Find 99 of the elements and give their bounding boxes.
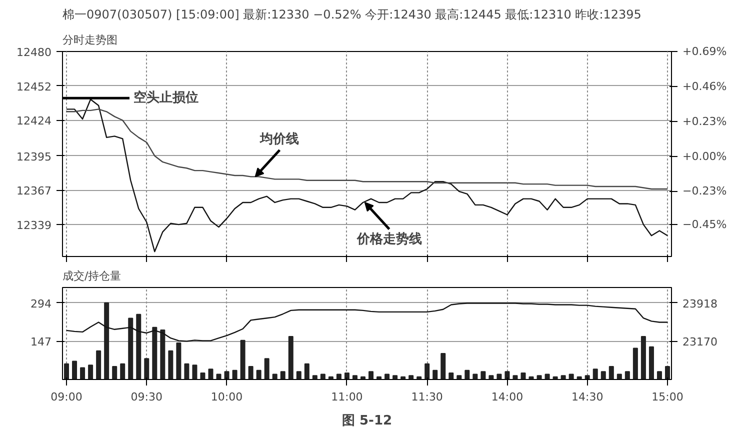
x-tick-label: 14:30 — [572, 390, 604, 404]
bar — [224, 371, 230, 380]
bar — [464, 370, 470, 380]
bar — [432, 370, 438, 380]
bar — [296, 371, 302, 380]
bar — [80, 367, 86, 380]
y2-tick-label: −0.45% — [682, 218, 727, 232]
line-series — [66, 302, 668, 342]
bar — [336, 374, 342, 380]
bar — [664, 366, 670, 380]
bar — [120, 363, 126, 380]
bar — [568, 374, 574, 380]
y2-tick-label: −0.23% — [682, 184, 727, 198]
bar — [192, 364, 198, 380]
chart-subtitle: 分时走势图 — [62, 34, 118, 46]
y2-tick-label: +0.00% — [682, 150, 727, 163]
bar — [472, 374, 478, 380]
bar — [448, 372, 454, 380]
bar — [592, 368, 598, 380]
y-tick-label: 12480 — [16, 46, 52, 59]
annotation: 价格走势线 — [356, 231, 422, 248]
x-tick-label: 14:00 — [491, 390, 524, 404]
bar — [176, 342, 182, 380]
x-tick-label: 15:00 — [652, 390, 684, 404]
y2-tick-label: +0.46% — [682, 80, 727, 93]
y-tick-label: 12452 — [16, 80, 52, 94]
bar — [104, 302, 110, 380]
bar — [248, 366, 254, 380]
bar — [608, 366, 614, 380]
bar — [560, 375, 566, 380]
y-tick-label: 147 — [30, 336, 52, 349]
bar — [280, 371, 286, 380]
bar — [504, 371, 510, 380]
x-tick-label: 09:30 — [130, 390, 162, 404]
y-tick-label: 12424 — [16, 114, 52, 128]
bar — [152, 326, 158, 380]
bar — [136, 314, 142, 380]
bar — [496, 374, 502, 380]
bar — [640, 336, 646, 380]
ref-line-label: 空头止损位 — [133, 90, 198, 106]
y-tick-label: 294 — [30, 297, 52, 310]
bar — [480, 371, 486, 380]
x-tick-label: 09:00 — [50, 390, 82, 404]
chart-title: 棉一0907(030507) [15:09:00] 最新:12330 −0.52% 今开:12430 最高:12445 最低:12310 昨收:12395 — [62, 8, 642, 22]
bar — [96, 350, 102, 380]
bar — [624, 371, 630, 380]
bar — [440, 352, 446, 380]
bar — [456, 375, 462, 380]
bar — [344, 372, 350, 380]
bar — [536, 375, 542, 380]
bar — [112, 366, 118, 380]
bar — [368, 371, 374, 380]
y2-tick-label: 23918 — [682, 297, 718, 310]
bar — [240, 340, 246, 380]
bar — [544, 374, 550, 380]
bar — [168, 350, 174, 380]
bar — [184, 363, 190, 380]
chart-subtitle: 成交/持仓量 — [62, 270, 122, 282]
bar — [648, 346, 654, 380]
bar — [272, 374, 278, 380]
bar — [320, 374, 326, 380]
bar — [88, 364, 94, 380]
x-tick-label: 11:30 — [411, 390, 443, 404]
bar — [72, 360, 78, 380]
bar — [632, 348, 638, 380]
x-tick-label: 10:00 — [210, 390, 243, 404]
bar — [352, 375, 358, 380]
bar — [64, 363, 70, 380]
line-series — [66, 108, 668, 190]
bar — [144, 358, 150, 380]
bar — [232, 370, 238, 380]
bar — [392, 375, 398, 380]
x-tick-label: 11:00 — [331, 390, 363, 404]
bar — [288, 336, 294, 380]
bar — [424, 363, 430, 380]
bar — [160, 329, 166, 380]
bar — [200, 372, 206, 380]
bar — [312, 375, 318, 380]
bar — [384, 374, 390, 380]
bar — [616, 374, 622, 380]
y-tick-label: 12339 — [16, 219, 52, 232]
y2-tick-label: +0.23% — [682, 114, 727, 128]
bar — [512, 375, 518, 380]
y-tick-label: 12367 — [16, 184, 52, 198]
y2-tick-label: +0.69% — [682, 45, 727, 58]
bar — [264, 358, 270, 380]
y-tick-label: 12395 — [16, 150, 52, 164]
bar — [600, 371, 606, 380]
bar — [304, 363, 310, 380]
y2-tick-label: 23170 — [682, 336, 718, 349]
bar — [128, 318, 134, 380]
bar — [656, 371, 662, 380]
bar — [208, 368, 214, 380]
bar — [520, 372, 526, 380]
bar — [408, 375, 414, 380]
bar — [488, 375, 494, 380]
bar — [256, 370, 262, 380]
annotation: 均价线 — [259, 132, 300, 148]
caption: 图 5-12 — [342, 414, 392, 428]
